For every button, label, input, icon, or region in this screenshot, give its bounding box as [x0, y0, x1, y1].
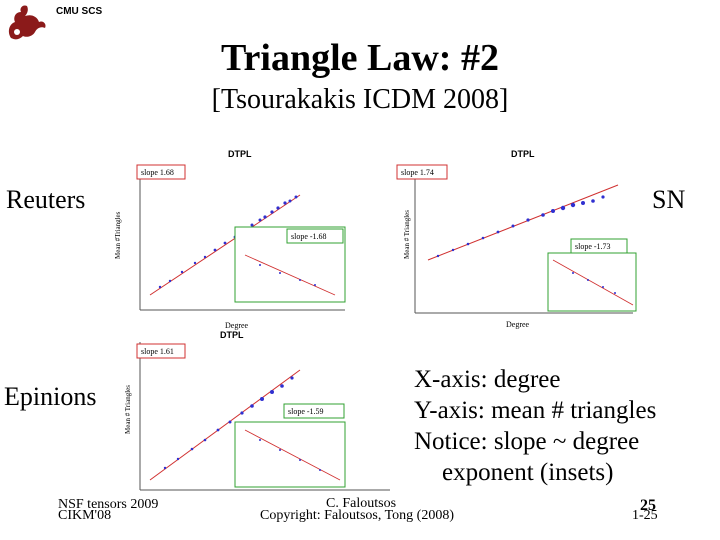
note-exponent: exponent (insets): [442, 459, 614, 486]
footer-left-top: NSF tensors 2009: [58, 497, 159, 512]
note-x-axis: X-axis: degree: [414, 366, 561, 393]
epinions-label: Epinions: [4, 382, 97, 411]
org-label: CMU SCS: [56, 6, 103, 17]
y-axis-label: Mean # Triangles: [124, 385, 132, 434]
note-y-axis: Y-axis: mean # triangles: [414, 397, 657, 424]
plot-title: DTPL: [511, 149, 535, 159]
note-slope: Notice: slope ~ degree: [414, 428, 640, 455]
slope-inset-badge: slope -1.68: [291, 232, 327, 241]
slope-main-badge: slope 1.68: [141, 168, 174, 177]
griffin-logo-icon: [8, 5, 46, 40]
sn-label: SN: [652, 185, 686, 214]
reuters-label: Reuters: [6, 185, 86, 214]
sn-plot: DTPL Mean # Triangles Degree slope 1.74 …: [393, 145, 643, 335]
slope-main-badge: slope 1.61: [141, 347, 174, 356]
reuters-plot: DTPL Mean #Triangles Degree slope 1.68 s…: [100, 145, 350, 335]
slope-inset-badge: slope -1.59: [288, 407, 324, 416]
y-axis-label: Mean # Triangles: [403, 210, 411, 259]
notes-block: X-axis: degree Y-axis: mean # triangles …: [414, 364, 656, 488]
footer-center-bottom: Copyright: Faloutsos, Tong (2008): [260, 508, 454, 523]
slide-subtitle: [Tsourakakis ICDM 2008]: [211, 84, 509, 115]
slide-title: Triangle Law: #2: [221, 37, 499, 79]
epinions-plot: DTPL Mean # Triangles slope 1.61 slope -…: [100, 330, 400, 500]
footer-center-top: C. Faloutsos: [326, 496, 397, 511]
slope-inset-badge: slope -1.73: [575, 242, 611, 251]
x-axis-label: Degree: [225, 321, 249, 330]
x-axis-label: Degree: [506, 320, 530, 329]
footer-left-bottom: CIKM'08: [58, 508, 112, 523]
plot-title: DTPL: [228, 149, 252, 159]
y-axis-label: Mean #Triangles: [114, 211, 122, 259]
plot-title: DTPL: [220, 330, 244, 340]
slide-number: 1-25: [632, 508, 658, 523]
slope-main-badge: slope 1.74: [401, 168, 434, 177]
page-number: 25: [640, 497, 656, 514]
